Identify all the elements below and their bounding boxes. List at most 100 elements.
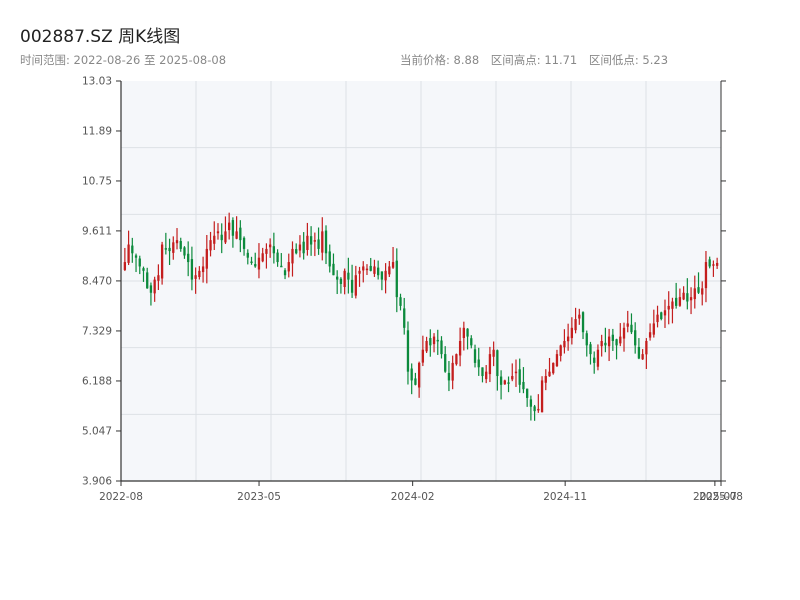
- candle-body: [220, 234, 223, 241]
- candle-body: [436, 339, 439, 342]
- candle-body: [336, 276, 339, 280]
- candle-body: [362, 266, 365, 271]
- candle-body: [440, 340, 443, 355]
- candle-body: [369, 265, 372, 271]
- candle-body: [585, 333, 588, 346]
- candle-body: [309, 236, 313, 245]
- candle-body: [131, 245, 134, 254]
- candle-body: [451, 362, 454, 381]
- candle-body: [626, 323, 629, 327]
- candle-body: [563, 340, 566, 348]
- candle-body: [190, 259, 194, 280]
- candle-body: [715, 262, 719, 266]
- candle-body: [250, 261, 253, 264]
- candle-body: [466, 328, 469, 337]
- candle-body: [332, 263, 335, 276]
- candle-body: [652, 323, 655, 335]
- candle-body: [611, 334, 614, 341]
- candle-body: [660, 312, 663, 320]
- candle-body: [708, 259, 711, 267]
- candle-body: [358, 270, 361, 274]
- candle-body: [231, 220, 235, 236]
- candle-body: [470, 338, 473, 346]
- candle-body: [160, 244, 164, 279]
- candle-body: [298, 244, 302, 251]
- candle-body: [142, 268, 145, 271]
- candle-body: [518, 369, 521, 385]
- candle-body: [414, 378, 417, 385]
- candle-body: [619, 336, 622, 344]
- candle-body: [138, 258, 141, 267]
- range-low: 区间低点: 5.23: [588, 53, 669, 67]
- candle-body: [391, 262, 395, 268]
- candle-body: [205, 248, 208, 269]
- candle-body: [641, 354, 644, 360]
- y-tick-label: 8.470: [82, 275, 112, 287]
- candle-body: [604, 342, 607, 346]
- candle-body: [175, 240, 179, 244]
- candle-body: [458, 340, 462, 356]
- x-tick-label: 2023-05: [237, 491, 281, 503]
- candle-body: [432, 336, 436, 345]
- y-tick-label: 6.188: [82, 375, 112, 387]
- candle-body: [682, 292, 685, 300]
- candle-body: [179, 241, 182, 249]
- candle-body: [272, 246, 276, 254]
- candle-body: [589, 344, 592, 355]
- candle-body: [257, 257, 261, 270]
- candle-body: [291, 248, 294, 264]
- candle-body: [246, 252, 249, 258]
- candle-body: [399, 297, 402, 306]
- candle-body: [164, 248, 167, 250]
- candle-body: [697, 287, 700, 293]
- candle-body: [365, 268, 369, 271]
- candle-body: [526, 388, 529, 398]
- candle-body: [410, 368, 413, 381]
- candle-body: [276, 252, 279, 263]
- candle-body: [581, 312, 585, 333]
- candle-body: [395, 260, 398, 298]
- candle-body: [492, 349, 495, 357]
- candle-body: [194, 275, 197, 279]
- candle-body: [600, 340, 603, 347]
- candle-body: [507, 382, 510, 384]
- candle-body: [663, 310, 667, 316]
- candle-body: [127, 244, 130, 263]
- y-tick-label: 3.906: [82, 476, 112, 488]
- y-tick-label: 13.03: [82, 76, 112, 88]
- candle-body: [306, 235, 309, 251]
- candle-body: [198, 270, 201, 277]
- candle-body: [552, 362, 555, 374]
- candle-body: [123, 262, 127, 270]
- candle-body: [287, 262, 290, 272]
- candle-body: [324, 230, 328, 254]
- candle-body: [455, 354, 458, 365]
- candle-body: [462, 327, 465, 339]
- candle-body: [570, 327, 574, 339]
- y-tick-label: 7.329: [82, 325, 112, 337]
- candle-body: [496, 350, 499, 377]
- grid: [121, 81, 721, 481]
- candle-body: [429, 338, 432, 346]
- candle-body: [339, 278, 343, 284]
- y-tick-label: 11.89: [82, 125, 112, 137]
- candle-body: [533, 406, 536, 412]
- axes: 3.906 5.047 6.188 7.329 8.470 9.611 10.75 11.89…: [82, 76, 743, 504]
- candle-body: [242, 237, 246, 249]
- candle-body: [328, 251, 331, 267]
- candle-body: [648, 332, 652, 338]
- candle-body: [671, 301, 674, 309]
- candle-body: [544, 376, 547, 383]
- candle-body: [622, 327, 626, 339]
- candle-body: [593, 357, 596, 363]
- candle-body: [537, 408, 540, 411]
- candle-body: [559, 345, 562, 356]
- candle-body: [421, 349, 425, 363]
- candle-body: [675, 297, 678, 306]
- chart-title: 002887.SZ 周K线图: [20, 27, 181, 47]
- candle-body: [540, 380, 544, 413]
- candle-body: [228, 222, 231, 231]
- candle-body: [678, 297, 682, 306]
- candle-body: [645, 340, 648, 355]
- candle-body: [317, 239, 320, 249]
